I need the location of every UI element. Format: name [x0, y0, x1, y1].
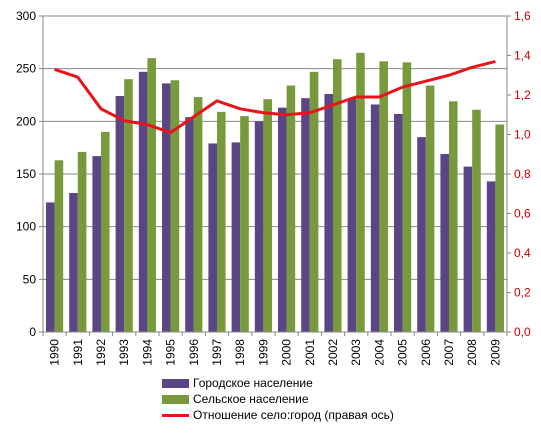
x-tick-label: 2005: [396, 339, 410, 366]
right-tick-label: 1,6: [514, 9, 531, 23]
bar-rural: [495, 124, 504, 332]
left-tick-label: 250: [16, 62, 36, 76]
legend-item-rural: Сельское население: [162, 391, 394, 407]
legend-item-urban: Городское население: [162, 375, 394, 391]
legend-swatch-ratio: [162, 413, 189, 417]
left-tick-label: 150: [16, 167, 36, 181]
bar-urban: [185, 117, 194, 333]
bar-rural: [217, 111, 226, 332]
bar-urban: [46, 202, 55, 332]
bar-rural: [101, 131, 110, 332]
right-tick-label: 0,8: [514, 167, 531, 181]
gridlines: [43, 15, 507, 280]
left-tick-label: 50: [23, 272, 37, 286]
bar-rural: [286, 85, 296, 333]
bar-rural: [147, 58, 156, 333]
bar-urban: [486, 181, 496, 332]
bar-urban: [370, 104, 380, 332]
ratio-line-group: [54, 59, 496, 135]
bar-rural: [77, 151, 87, 332]
x-tick-label: 2001: [303, 339, 317, 366]
bar-urban: [254, 121, 264, 332]
bar-urban: [278, 107, 287, 332]
x-tick-label: 1991: [71, 339, 85, 366]
bar-urban: [231, 142, 241, 332]
x-tick-label: 1995: [164, 339, 178, 366]
bar-rural: [124, 79, 133, 332]
bar-urban: [301, 98, 310, 332]
bar-urban: [92, 156, 101, 332]
bar-urban: [440, 153, 449, 332]
right-tick-label: 1,4: [514, 49, 531, 63]
bar-rural: [193, 97, 203, 333]
bar-urban: [162, 83, 171, 332]
right-axis-ticks: 0,0 0,2 0,4 0,6 0,8 1,0 1,2 1,4 1,6: [514, 9, 531, 339]
legend-label-rural: Сельское население: [193, 392, 309, 406]
bar-rural: [170, 80, 180, 333]
left-tick-label: 300: [16, 9, 36, 23]
bar-rural: [472, 109, 481, 332]
x-tick-label: 1996: [187, 339, 201, 366]
bar-rural: [309, 71, 319, 333]
bar-urban: [115, 96, 125, 332]
x-tick-label: 2003: [349, 339, 363, 366]
x-tick-label: 2002: [326, 339, 340, 366]
bar-urban: [208, 143, 217, 332]
bar-rural: [379, 61, 388, 332]
bar-urban: [463, 166, 473, 332]
left-tick-label: 100: [16, 220, 36, 234]
legend-label-urban: Городское население: [193, 376, 313, 390]
right-tick-label: 0,4: [514, 246, 531, 260]
legend-label-ratio: Отношение село:город (правая ось): [193, 408, 394, 422]
legend-swatch-urban: [162, 378, 189, 388]
bar-urban: [69, 192, 78, 332]
bar-rural: [402, 62, 412, 332]
bar-rural: [449, 101, 458, 332]
bar-urban: [324, 93, 333, 333]
legend-item-ratio: Отношение село:город (правая ось): [162, 407, 394, 423]
x-tick-label: 2000: [280, 339, 294, 366]
x-tick-label: 2006: [419, 339, 433, 366]
x-tick-label: 1993: [117, 339, 131, 366]
bar-urban: [417, 137, 426, 332]
x-axis-ticks: 1990 1991 1992 1993 1994 1995 1996 1997 1998 1999…: [48, 339, 503, 366]
x-tick-label: 1992: [94, 339, 108, 366]
bar-rural: [263, 99, 272, 332]
right-tick-label: 1,2: [514, 88, 531, 102]
right-tick-label: 0,0: [514, 325, 531, 339]
bar-rural: [333, 59, 342, 332]
x-tick-label: 1999: [256, 339, 270, 366]
right-tick-label: 0,2: [514, 286, 531, 300]
bar-urban: [347, 98, 357, 332]
bar-urban: [394, 113, 403, 333]
left-axis-ticks: 0 50 100 150 200 250 300: [16, 9, 36, 339]
right-tick-label: 0,6: [514, 207, 531, 221]
left-tick-label: 200: [16, 114, 36, 128]
left-tick-label: 0: [29, 325, 36, 339]
bars: [46, 52, 504, 333]
axes: [39, 15, 511, 336]
x-tick-label: 1990: [48, 339, 62, 366]
bar-rural: [54, 160, 64, 332]
legend: Городское население Сельское население О…: [162, 375, 394, 423]
x-tick-label: 2009: [488, 339, 502, 366]
x-tick-label: 1997: [210, 339, 224, 366]
bar-rural: [356, 52, 365, 332]
x-tick-label: 2004: [372, 339, 386, 366]
x-tick-label: 1994: [140, 339, 154, 366]
ratio-line: [54, 59, 496, 135]
legend-swatch-rural: [162, 394, 189, 404]
bar-urban: [138, 71, 148, 333]
x-tick-label: 2008: [465, 339, 479, 366]
bar-rural: [240, 116, 249, 332]
x-tick-label: 2007: [442, 339, 456, 366]
right-tick-label: 1,0: [514, 128, 531, 142]
bar-rural: [425, 85, 435, 333]
x-tick-label: 1998: [233, 339, 247, 366]
